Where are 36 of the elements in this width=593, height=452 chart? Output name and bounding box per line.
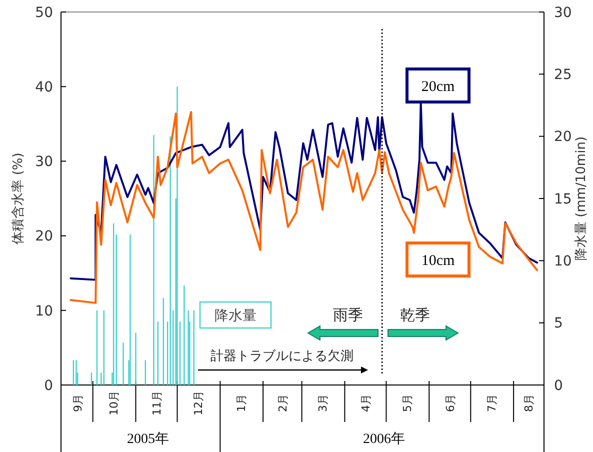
y-tick-label: 20 — [35, 228, 53, 245]
y2-tick-label: 20 — [554, 129, 572, 146]
y-tick-label: 30 — [35, 154, 53, 170]
x-tick-label: 2月 — [276, 394, 290, 412]
x-tick-label: 10月 — [107, 390, 120, 416]
series-label: 20cm — [421, 78, 455, 95]
x-tick-label: 3月 — [316, 394, 330, 412]
x-tick-label: 5月 — [400, 394, 414, 412]
y2-tick-label: 25 — [554, 67, 572, 84]
x-tick-label: 8月 — [522, 394, 536, 412]
y2-axis-title: 降水量 (mm/10min) — [574, 136, 589, 261]
y2-tick-label: 10 — [554, 254, 572, 270]
x-tick-label: 12月 — [192, 390, 205, 416]
x-tick-label: 11月 — [150, 390, 164, 416]
text: 2005年 — [127, 431, 169, 447]
y2-tick-label: 15 — [554, 191, 572, 208]
text: 2006年 — [363, 431, 405, 447]
x-tick-label: 7月 — [485, 394, 498, 412]
x-tick-label: 9月 — [71, 394, 84, 412]
y-tick-label: 40 — [35, 80, 53, 96]
y2-tick-label: 5 — [554, 316, 563, 332]
y-tick-label: 0 — [44, 378, 53, 394]
annotation: 乾季 — [400, 306, 430, 324]
annotation: 計器トラブルによる欠測 — [210, 349, 354, 364]
x-tick-label: 4月 — [359, 394, 372, 412]
y-tick-label: 50 — [35, 4, 53, 21]
line-series — [70, 110, 538, 304]
series-label: 降水量 — [214, 308, 256, 324]
y2-tick-label: 0 — [554, 378, 563, 394]
y2-tick-label: 30 — [554, 4, 572, 21]
x-tick-label: 1月 — [234, 394, 248, 412]
annotation: 雨季 — [333, 306, 363, 324]
y-tick-label: 10 — [35, 303, 53, 320]
y-axis-title: 体積含水率 (%) — [10, 152, 26, 244]
series-label: 10cm — [421, 252, 455, 269]
x-tick-label: 6月 — [444, 394, 457, 412]
